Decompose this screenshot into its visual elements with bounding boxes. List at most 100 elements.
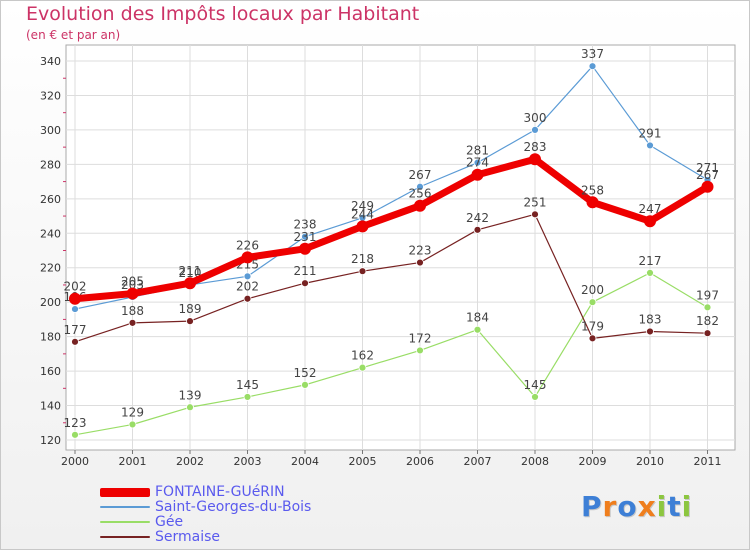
data-point (416, 182, 424, 191)
data-label: 244 (351, 207, 374, 221)
data-point (531, 126, 539, 134)
data-label: 247 (639, 202, 662, 216)
data-label: 211 (294, 264, 317, 278)
data-label: 283 (524, 140, 547, 154)
data-label: 281 (466, 144, 489, 158)
x-tick-label: 2001 (119, 455, 147, 468)
data-point (646, 268, 654, 277)
data-label: 172 (409, 331, 432, 345)
data-point (473, 225, 482, 234)
data-label: 162 (351, 349, 374, 363)
y-tick-label: 280 (40, 158, 61, 171)
legend-swatch (100, 506, 150, 508)
data-point (646, 141, 654, 150)
data-point (644, 215, 656, 228)
data-label: 211 (179, 264, 202, 278)
data-point (301, 279, 309, 288)
y-tick-label: 140 (40, 400, 61, 413)
data-point (186, 403, 194, 412)
data-point (69, 292, 81, 305)
legend-swatch (100, 521, 150, 523)
data-label: 231 (294, 230, 317, 244)
x-tick-label: 2005 (349, 455, 377, 468)
data-point (186, 317, 194, 326)
series-line (71, 155, 711, 303)
y-tick-label: 240 (40, 227, 61, 240)
y-tick-label: 160 (40, 365, 61, 378)
data-point (531, 210, 539, 219)
data-point (356, 220, 369, 233)
data-label: 123 (64, 416, 87, 430)
data-label: 337 (581, 47, 604, 61)
chart-subtitle: (en € et par an) (26, 28, 121, 42)
logo-letter: P (581, 490, 603, 523)
x-tick-label: 2007 (464, 455, 492, 468)
data-label: 267 (696, 168, 719, 182)
data-label: 203 (121, 278, 144, 292)
data-point (301, 232, 309, 241)
data-point (243, 294, 252, 303)
data-point (646, 327, 654, 336)
data-label: 223 (409, 244, 432, 258)
data-point (126, 287, 139, 300)
x-tick-label: 2010 (636, 455, 664, 468)
data-label: 218 (351, 252, 374, 266)
data-label: 184 (466, 311, 489, 325)
data-point (358, 363, 367, 372)
y-tick-label: 260 (40, 193, 61, 206)
data-label: 139 (179, 388, 202, 402)
data-point (241, 251, 254, 264)
data-point (358, 267, 367, 276)
data-point (71, 337, 79, 346)
logo-letter: o (617, 490, 638, 523)
data-label: 179 (581, 319, 604, 333)
data-label: 251 (524, 195, 547, 209)
data-point (471, 168, 484, 181)
series-line (74, 213, 709, 343)
data-label: 258 (581, 183, 604, 197)
proxiti-logo: Proxiti (581, 490, 692, 523)
data-point (184, 277, 196, 290)
data-point (588, 298, 597, 307)
logo-letter: t (667, 490, 682, 523)
legend-label: Sermaise (155, 529, 221, 545)
chart-title: Evolution des Impôts locaux par Habitant (26, 3, 420, 25)
data-label: 189 (179, 302, 202, 316)
data-label: 217 (639, 254, 662, 268)
data-point (301, 380, 309, 389)
y-tick-label: 180 (40, 331, 61, 344)
data-label: 177 (64, 323, 87, 337)
logo-letter: r (602, 490, 618, 523)
data-point (473, 325, 482, 334)
data-label: 226 (236, 238, 259, 252)
data-label: 267 (409, 168, 432, 182)
data-point (588, 62, 597, 71)
data-label: 202 (64, 280, 87, 294)
plot-area (65, 44, 736, 451)
data-label: 238 (294, 218, 317, 232)
data-point (701, 180, 714, 193)
x-tick-label: 2003 (234, 455, 262, 468)
x-tick-label: 2008 (521, 455, 549, 468)
data-point (531, 393, 539, 401)
y-tick-label: 340 (40, 55, 61, 68)
data-label: 291 (639, 126, 662, 140)
data-point (416, 258, 424, 267)
x-tick-label: 2009 (579, 455, 607, 468)
logo-letter: i (656, 490, 668, 523)
y-tick-label: 200 (40, 296, 61, 309)
x-tick-label: 2000 (61, 455, 89, 468)
data-point (703, 329, 712, 338)
x-tick-label: 2006 (406, 455, 434, 468)
data-label: 202 (236, 280, 259, 294)
data-label: 197 (696, 288, 719, 302)
data-label: 145 (236, 378, 259, 392)
logo-letter: x (637, 490, 657, 523)
y-tick-label: 320 (40, 89, 61, 102)
data-label: 183 (639, 312, 662, 326)
data-label: 200 (581, 283, 604, 297)
x-tick-label: 2004 (291, 455, 319, 468)
data-point (588, 334, 597, 343)
series-line (74, 272, 709, 436)
